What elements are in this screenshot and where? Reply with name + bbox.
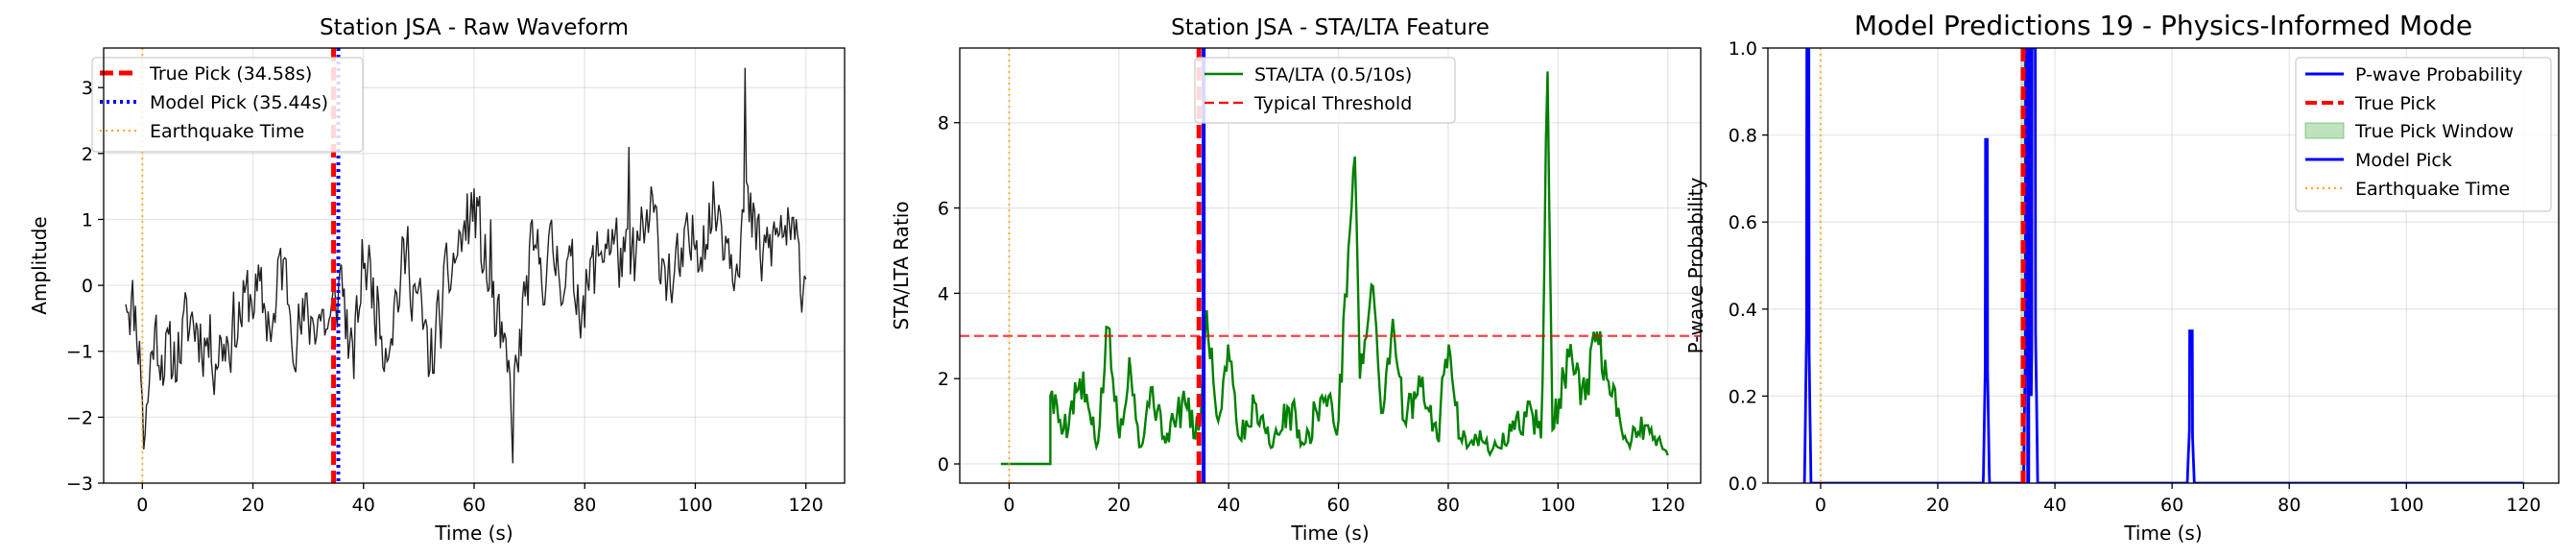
y-tick-label: 3 bbox=[82, 78, 93, 99]
x-tick-label: 20 bbox=[1108, 495, 1131, 516]
x-tick-label: 120 bbox=[2506, 495, 2540, 516]
legend-entry: Earthquake Time bbox=[150, 121, 304, 142]
y-tick-label: 0.2 bbox=[1729, 386, 1757, 407]
legend-frame bbox=[91, 57, 364, 153]
waveform-line bbox=[125, 67, 807, 464]
legend-entry: Earthquake Time bbox=[2355, 179, 2510, 200]
x-tick-label: 120 bbox=[1651, 495, 1685, 516]
x-tick-label: 80 bbox=[573, 495, 596, 516]
x-tick-label: 100 bbox=[678, 495, 712, 516]
legend-entry: True Pick (34.58s) bbox=[149, 63, 312, 85]
stalta-line bbox=[1000, 71, 1669, 466]
x-axis-label: Time (s) bbox=[434, 522, 513, 545]
chart-panel-3: P-wave Probability True Pick True Pick Win… bbox=[1684, 10, 2560, 545]
plot-frame bbox=[1767, 47, 2560, 484]
x-tick-label: 0 bbox=[136, 495, 148, 516]
legend-entry: P-wave Probability bbox=[2355, 64, 2523, 85]
x-tick-label: 60 bbox=[463, 495, 486, 516]
y-axis-label: Amplitude bbox=[28, 216, 51, 315]
x-axis-label: Time (s) bbox=[2123, 522, 2202, 545]
legend-entry: True Pick Window bbox=[2354, 121, 2514, 142]
x-tick-label: 60 bbox=[1326, 495, 1349, 516]
legend-swatch bbox=[2304, 122, 2345, 139]
x-tick-label: 100 bbox=[2389, 495, 2423, 516]
y-tick-label: 8 bbox=[938, 113, 949, 134]
legend-frame bbox=[1194, 57, 1456, 124]
chart-title: Station JSA - Raw Waveform bbox=[320, 15, 629, 40]
y-tick-label: 0 bbox=[82, 276, 93, 297]
plot-area bbox=[125, 48, 807, 483]
x-tick-label: 80 bbox=[2278, 495, 2301, 516]
x-tick-label: 40 bbox=[1217, 495, 1240, 516]
x-tick-label: 100 bbox=[1540, 495, 1575, 516]
x-tick-label: 80 bbox=[1437, 495, 1460, 516]
y-tick-label: 6 bbox=[938, 199, 949, 220]
y-axis-label: STA/LTA Ratio bbox=[890, 201, 913, 329]
y-tick-label: −1 bbox=[66, 342, 93, 363]
y-tick-label: 0.0 bbox=[1729, 474, 1757, 495]
y-tick-label: 0 bbox=[938, 454, 949, 475]
x-tick-label: 0 bbox=[1815, 495, 1826, 516]
chart-title: Model Predictions 19 - Physics-Informed … bbox=[1854, 10, 2472, 41]
y-tick-label: 1.0 bbox=[1729, 38, 1757, 60]
y-tick-label: 2 bbox=[82, 144, 93, 165]
y-tick-label: 1 bbox=[82, 209, 93, 231]
legend-entry: Model Pick (35.44s) bbox=[150, 92, 328, 113]
y-axis-label: P-wave Probability bbox=[1684, 178, 1707, 354]
chart-panel-1: True Pick (34.58s) Model Pick (35.44s) Ear… bbox=[28, 15, 846, 545]
x-tick-label: 40 bbox=[2043, 495, 2066, 516]
chart-title: Station JSA - STA/LTA Feature bbox=[1171, 15, 1490, 40]
legend-entry: STA/LTA (0.5/10s) bbox=[1254, 64, 1412, 85]
y-tick-label: 4 bbox=[938, 283, 949, 304]
plot-area bbox=[1802, 48, 2524, 483]
x-tick-label: 120 bbox=[789, 495, 823, 516]
y-tick-label: −3 bbox=[66, 474, 93, 495]
x-tick-label: 0 bbox=[1003, 495, 1014, 516]
y-tick-label: 0.6 bbox=[1729, 212, 1757, 233]
y-tick-label: 0.8 bbox=[1729, 126, 1757, 147]
legend-entry: Model Pick bbox=[2355, 150, 2452, 171]
legend-frame bbox=[2295, 57, 2552, 212]
y-tick-label: −2 bbox=[66, 407, 93, 428]
x-axis-label: Time (s) bbox=[1290, 522, 1369, 545]
y-tick-label: 2 bbox=[938, 369, 949, 390]
x-tick-label: 60 bbox=[2160, 495, 2183, 516]
legend-entry: True Pick bbox=[2354, 93, 2436, 114]
plot-frame bbox=[959, 47, 1702, 484]
y-tick-label: 0.4 bbox=[1729, 300, 1757, 321]
x-tick-label: 40 bbox=[352, 495, 375, 516]
x-tick-label: 20 bbox=[241, 495, 264, 516]
x-tick-label: 20 bbox=[1926, 495, 1949, 516]
legend-entry: Typical Threshold bbox=[1253, 93, 1412, 114]
